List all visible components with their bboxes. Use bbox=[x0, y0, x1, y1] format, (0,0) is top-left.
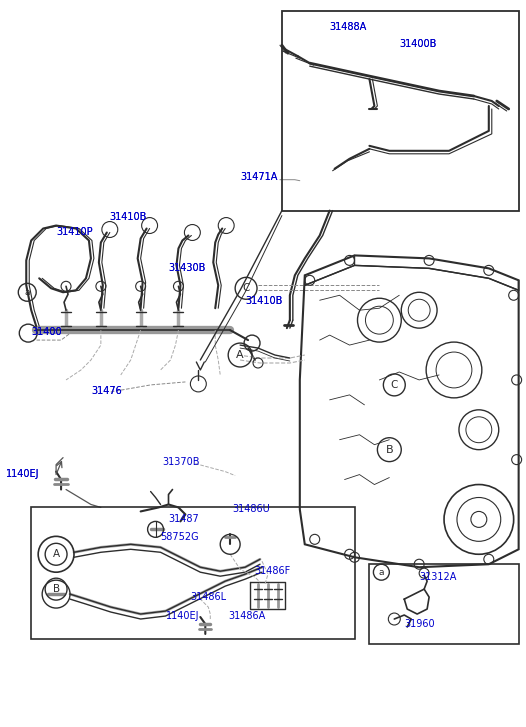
Text: 31400: 31400 bbox=[31, 327, 62, 337]
Text: 31410P: 31410P bbox=[56, 227, 93, 236]
Text: 31400B: 31400B bbox=[399, 39, 437, 49]
Text: 31960: 31960 bbox=[404, 619, 435, 629]
Text: 31370B: 31370B bbox=[163, 457, 200, 467]
Text: a: a bbox=[25, 288, 30, 297]
Text: 31410P: 31410P bbox=[56, 227, 93, 236]
Text: 31471A: 31471A bbox=[240, 172, 278, 182]
Text: 1140EJ: 1140EJ bbox=[6, 469, 40, 478]
Text: 31488A: 31488A bbox=[330, 23, 367, 32]
Text: B: B bbox=[386, 445, 393, 454]
Text: A: A bbox=[236, 350, 244, 360]
Text: 31486U: 31486U bbox=[232, 505, 270, 515]
Bar bbox=[31, 507, 355, 639]
Text: 31486F: 31486F bbox=[254, 566, 290, 577]
Text: 31476: 31476 bbox=[91, 386, 122, 396]
Text: 31488A: 31488A bbox=[330, 23, 367, 32]
Text: 31430B: 31430B bbox=[168, 263, 206, 273]
Text: 31486L: 31486L bbox=[190, 592, 227, 602]
Text: 31430B: 31430B bbox=[168, 263, 206, 273]
Text: C: C bbox=[242, 284, 250, 293]
Text: 1140EJ: 1140EJ bbox=[166, 611, 199, 621]
Bar bbox=[282, 12, 519, 211]
Text: a: a bbox=[379, 568, 384, 577]
Text: 31410B: 31410B bbox=[109, 212, 146, 222]
Text: 31312A: 31312A bbox=[419, 572, 457, 582]
Text: 31471A: 31471A bbox=[240, 172, 278, 182]
Text: 58752G: 58752G bbox=[160, 532, 199, 542]
Text: 31410B: 31410B bbox=[245, 296, 282, 306]
Bar bbox=[369, 564, 519, 644]
Text: A: A bbox=[53, 550, 59, 559]
Text: 31487: 31487 bbox=[168, 515, 199, 524]
Text: 1140EJ: 1140EJ bbox=[6, 469, 40, 478]
Text: B: B bbox=[53, 584, 59, 594]
Text: 31400: 31400 bbox=[31, 327, 62, 337]
Text: 31400B: 31400B bbox=[399, 39, 437, 49]
Text: 31410B: 31410B bbox=[109, 212, 146, 222]
Text: 31486A: 31486A bbox=[228, 611, 266, 621]
Text: 31476: 31476 bbox=[91, 386, 122, 396]
Text: 31410B: 31410B bbox=[245, 296, 282, 306]
Text: C: C bbox=[391, 380, 398, 390]
